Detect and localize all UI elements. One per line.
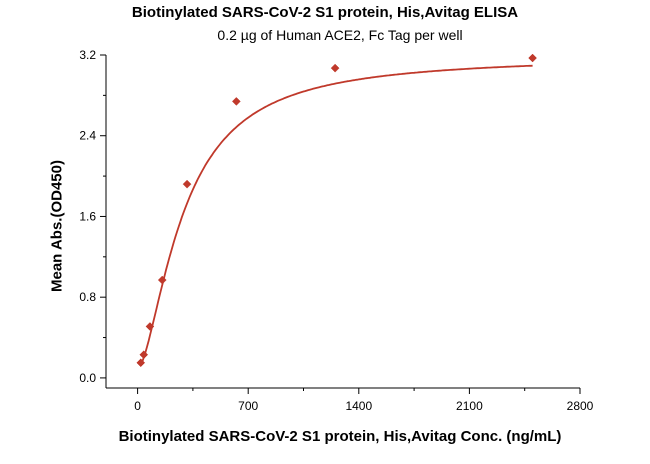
fit-curve — [139, 64, 533, 366]
data-point — [136, 358, 146, 368]
y-tick-label: 2.4 — [79, 129, 96, 143]
data-point — [157, 275, 167, 285]
x-axis-label: Biotinylated SARS-CoV-2 S1 protein, His,… — [118, 428, 562, 445]
x-tick-label: 0 — [134, 399, 141, 413]
data-point — [182, 179, 192, 189]
x-tick-label: 1400 — [345, 399, 372, 413]
x-tick-label: 2100 — [456, 399, 483, 413]
chart-title: Biotinylated SARS-CoV-2 S1 protein, His,… — [131, 4, 519, 21]
data-point — [231, 97, 241, 106]
data-point — [145, 322, 155, 331]
chart-subtitle: 0.2 µg of Human ACE2, Fc Tag per well — [217, 27, 463, 43]
x-tick-label: 2800 — [567, 399, 594, 413]
y-tick-label: 0.0 — [79, 371, 96, 385]
y-tick-label: 0.8 — [79, 290, 96, 304]
data-point — [139, 350, 149, 360]
data-point — [528, 53, 537, 63]
y-axis-label: Mean Abs.(OD450) — [48, 160, 66, 292]
y-tick-label: 1.6 — [79, 209, 96, 223]
y-tick-label: 3.2 — [79, 48, 96, 62]
x-tick-label: 700 — [238, 399, 258, 413]
data-point — [330, 63, 340, 73]
